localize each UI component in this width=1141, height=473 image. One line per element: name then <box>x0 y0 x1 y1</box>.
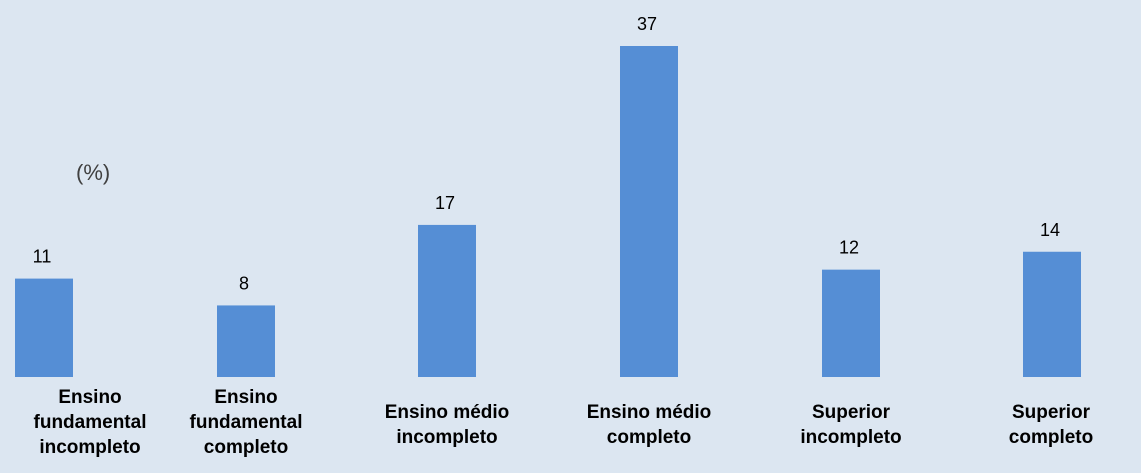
category-label-line: fundamental <box>33 412 147 433</box>
data-label-4: 37 <box>637 14 657 34</box>
category-label-5: Superior incompleto <box>761 400 941 450</box>
unit-label: (%) <box>76 160 111 185</box>
data-label-1: 11 <box>33 247 52 267</box>
category-label-line: fundamental <box>189 412 303 433</box>
bar-1 <box>15 278 73 377</box>
category-label-line: incompleto <box>800 427 902 448</box>
category-label-line: incompleto <box>39 437 141 458</box>
data-label-3: 17 <box>435 193 455 213</box>
bar-3 <box>418 224 476 377</box>
category-label-2: Ensino fundamental completo <box>156 385 336 460</box>
category-label-1: Ensino fundamental incompleto <box>0 385 180 460</box>
category-label-4: Ensino médio completo <box>559 400 739 450</box>
category-label-line: completo <box>606 427 692 448</box>
category-label-line: Ensino <box>214 387 278 408</box>
category-label-6: Superior completo <box>961 400 1141 450</box>
category-label-line: completo <box>1008 427 1094 448</box>
category-label-line: completo <box>203 437 289 458</box>
bar-2 <box>217 305 275 377</box>
category-label-line: incompleto <box>396 427 498 448</box>
category-label-line: Superior <box>811 402 891 423</box>
bar-6 <box>1023 251 1081 377</box>
category-label-line: Ensino médio <box>586 402 712 423</box>
category-label-line: Ensino médio <box>384 402 510 423</box>
bar-4 <box>620 46 678 377</box>
bar-5 <box>822 269 880 377</box>
data-label-2: 8 <box>239 273 249 293</box>
category-label-3: Ensino médio incompleto <box>357 400 537 450</box>
data-label-5: 12 <box>839 238 859 258</box>
data-label-6: 14 <box>1040 220 1060 240</box>
category-label-line: Ensino <box>58 387 122 408</box>
category-label-line: Superior <box>1011 402 1091 423</box>
